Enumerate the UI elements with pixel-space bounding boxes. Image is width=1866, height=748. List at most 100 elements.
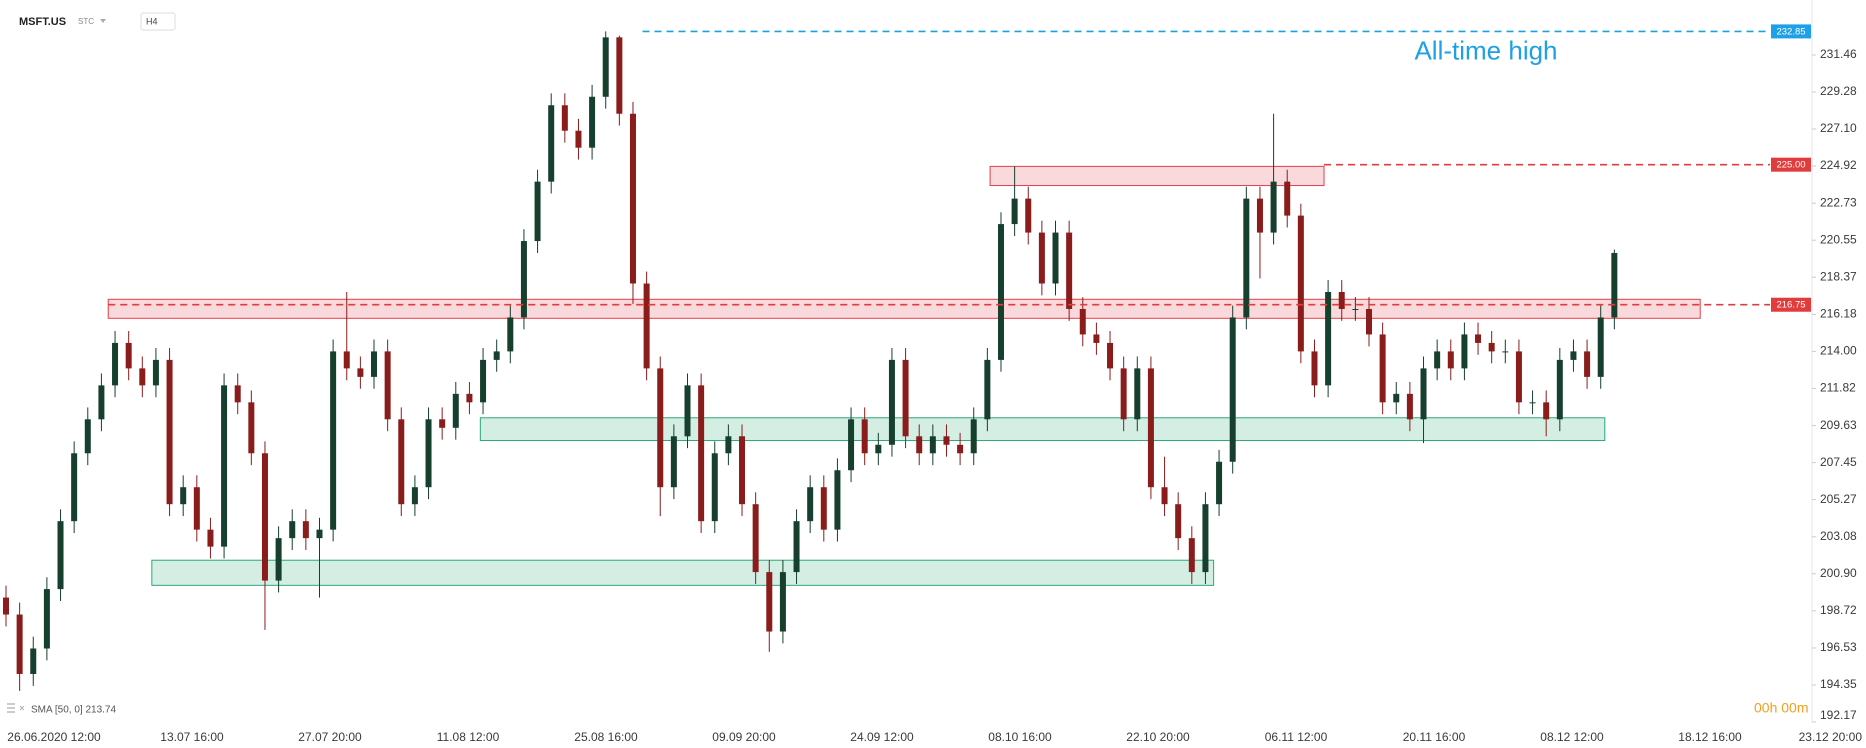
symbol: MSFT.US	[19, 16, 66, 28]
x-tick-label: 26.06.2020 12:00	[7, 730, 101, 744]
candle-body	[1079, 308, 1086, 335]
candle-body	[1093, 334, 1100, 343]
candle-body	[1229, 317, 1236, 462]
candle-body	[902, 359, 909, 437]
x-tick-label: 08.10 16:00	[988, 730, 1052, 744]
candle-body	[71, 453, 78, 522]
candle-body	[1188, 538, 1195, 573]
candle-body	[861, 419, 868, 454]
candle-body	[16, 614, 23, 674]
candle-body	[1025, 198, 1032, 233]
candle-body	[575, 130, 582, 148]
candle-body	[180, 487, 187, 505]
candle-body	[357, 368, 364, 377]
y-tick-label: 198.72	[1820, 603, 1857, 617]
candle-body	[848, 419, 855, 471]
candle-body	[452, 393, 459, 428]
y-tick-label: 216.18	[1820, 307, 1857, 321]
candle-body	[589, 96, 596, 148]
y-tick-label: 229.28	[1820, 84, 1857, 98]
candle-body	[166, 359, 173, 505]
candle-body	[1475, 334, 1482, 343]
candle-body	[793, 521, 800, 573]
candle-body	[152, 359, 159, 386]
candle-body	[439, 419, 446, 428]
candle-body	[1256, 198, 1263, 233]
candle-body	[98, 385, 105, 420]
y-tick-label: 214.00	[1820, 344, 1857, 358]
y-tick-label: 211.82	[1820, 381, 1856, 395]
timer: 00h 00m	[1754, 700, 1808, 716]
candle-body	[643, 283, 650, 369]
interval[interactable]: H4	[146, 16, 158, 26]
candle-body	[1284, 181, 1291, 216]
candle-body	[261, 453, 268, 581]
y-tick-label: 205.27	[1820, 492, 1857, 506]
level-label: 225.00	[1776, 160, 1805, 171]
candle-body	[1366, 308, 1372, 335]
candle-body	[425, 419, 432, 488]
level-label-box	[1771, 157, 1811, 172]
candle-body	[480, 359, 487, 403]
candle-body	[1066, 232, 1073, 309]
candle-body	[834, 470, 841, 530]
y-tick-label: 209.63	[1820, 418, 1857, 432]
candle-body	[30, 648, 37, 674]
candle-body	[534, 181, 541, 242]
market[interactable]: STC	[78, 17, 94, 26]
candle-body	[916, 436, 923, 454]
level-label-box	[1771, 297, 1811, 312]
candle-body	[330, 351, 337, 530]
y-tick-label: 196.53	[1820, 640, 1857, 654]
candle-body	[289, 521, 296, 539]
y-tick-label: 222.73	[1820, 195, 1857, 209]
candle-body	[1202, 504, 1209, 573]
close-icon[interactable]: ×	[19, 704, 25, 715]
y-tick-label: 200.90	[1820, 566, 1857, 580]
level-label: 232.85	[1776, 26, 1805, 37]
candle-body	[984, 359, 991, 420]
candle-body	[1584, 351, 1591, 377]
candle-body	[1352, 308, 1359, 310]
candle-body	[875, 444, 882, 454]
x-tick-label: 09.09 20:00	[712, 730, 776, 744]
indicator-icon[interactable]	[7, 703, 15, 713]
y-tick-label: 224.92	[1820, 158, 1857, 172]
level-label: 216.75	[1776, 300, 1805, 311]
candle-body	[766, 572, 773, 632]
candle-body	[970, 419, 977, 454]
y-tick-label: 227.10	[1820, 121, 1857, 135]
candle-body	[1038, 232, 1045, 284]
candle-body	[1556, 359, 1563, 420]
candle-body	[629, 113, 636, 284]
candle-body	[1011, 198, 1018, 225]
candle-body	[221, 385, 228, 547]
y-tick-label: 192.17	[1820, 708, 1857, 722]
candle-body	[807, 487, 814, 522]
candle-body	[888, 359, 895, 445]
y-tick-label: 231.46	[1820, 47, 1857, 61]
candle-body	[1488, 342, 1495, 352]
y-tick-label: 194.35	[1820, 677, 1857, 691]
candle-body	[302, 521, 309, 539]
candle-body	[207, 529, 214, 547]
candle-body	[125, 342, 132, 369]
candle-body	[670, 436, 677, 488]
candle-body	[411, 487, 418, 505]
candle-body	[684, 385, 691, 437]
zone	[479, 417, 1606, 442]
candle-body	[275, 538, 282, 581]
y-tick-label: 203.08	[1820, 529, 1857, 543]
dropdown-arrow[interactable]	[100, 19, 106, 23]
candle-body	[3, 597, 9, 615]
candle-body	[1393, 393, 1400, 403]
candle-body	[43, 589, 50, 649]
candle-body	[1147, 368, 1154, 488]
candle-body	[752, 504, 759, 573]
interval-box[interactable]	[140, 12, 176, 31]
candle-body	[1434, 351, 1441, 369]
candle-body	[1052, 232, 1059, 284]
x-tick-label: 06.11 12:00	[1265, 730, 1328, 744]
candle-body	[1161, 487, 1168, 505]
candle-body	[234, 385, 241, 403]
